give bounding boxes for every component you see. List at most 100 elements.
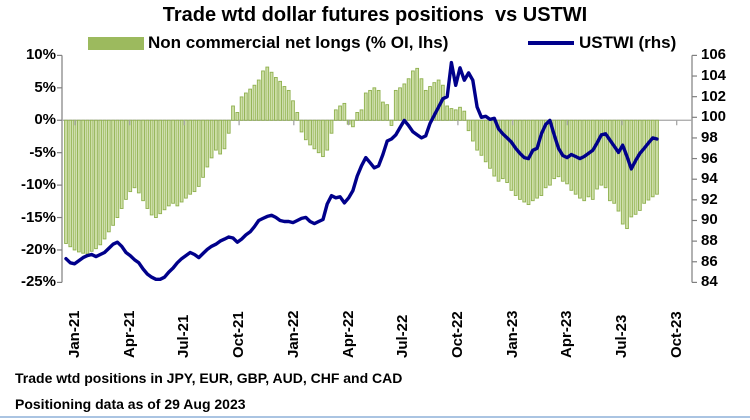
net-longs-bar (595, 119, 599, 190)
net-longs-bar (522, 119, 527, 203)
net-longs-bar (470, 119, 475, 142)
left-axis-tick-label: -15% (20, 208, 56, 226)
right-axis-tick-label: 92 (701, 190, 718, 208)
net-longs-bar (432, 82, 437, 121)
net-longs-bar (119, 119, 124, 209)
net-longs-bar (214, 119, 218, 151)
footnote-asof-date: Positioning data as of 29 Aug 2023 (15, 396, 246, 412)
net-longs-bar (256, 79, 261, 121)
net-longs-bar (338, 105, 342, 121)
x-axis-tick-label: Jan-23 (503, 310, 521, 358)
right-axis-tick-label: 96 (701, 149, 718, 167)
x-axis-tick-label: Apr-23 (558, 310, 576, 358)
net-longs-bar (445, 105, 450, 121)
net-longs-bar (252, 84, 257, 121)
net-longs-bar (355, 112, 360, 121)
net-longs-bar (552, 119, 557, 180)
net-longs-bar (590, 119, 595, 200)
x-axis-tick-label: Oct-21 (230, 311, 248, 358)
net-longs-bar (462, 110, 467, 121)
net-longs-bar (282, 86, 287, 121)
net-longs-bar (466, 119, 471, 132)
net-longs-bar (89, 119, 94, 252)
net-longs-bar (359, 109, 364, 121)
net-longs-bar (235, 112, 240, 121)
net-longs-bar (608, 119, 612, 202)
x-axis-tick-label: Jul-22 (394, 314, 412, 358)
net-longs-bar (128, 119, 133, 193)
legend-item-bars: Non commercial net longs (% OI, lhs) (88, 33, 448, 53)
net-longs-bar (269, 71, 274, 121)
x-axis-tick-label: Jan-22 (284, 310, 302, 358)
net-longs-bar (72, 119, 77, 251)
right-axis-tick-label: 86 (701, 252, 718, 270)
net-longs-bar (115, 119, 120, 218)
net-longs-bar (94, 119, 98, 250)
net-longs-bar (136, 119, 141, 194)
net-longs-bar (389, 119, 394, 126)
net-longs-bar (278, 80, 282, 121)
net-longs-bar (488, 119, 492, 169)
right-axis-tick-label: 106 (701, 46, 727, 64)
net-longs-bar (530, 119, 535, 202)
x-axis-tick-label: Apr-22 (339, 310, 357, 358)
net-longs-bar (154, 119, 158, 218)
net-longs-bar (68, 119, 73, 248)
net-longs-bar (513, 119, 518, 196)
net-longs-bar (162, 119, 167, 211)
chart-title: Trade wtd dollar futures positions vs US… (162, 4, 588, 26)
net-longs-bar (291, 100, 295, 121)
net-longs-bar (226, 119, 231, 134)
net-longs-bar (171, 119, 175, 204)
net-longs-bar (265, 66, 270, 121)
left-axis-tick-label: 5% (34, 78, 56, 96)
net-longs-bar (141, 119, 145, 202)
net-longs-bar (411, 70, 415, 121)
net-longs-bar (179, 119, 184, 203)
left-axis-tick-label: -10% (20, 176, 56, 194)
net-longs-bar (209, 119, 214, 159)
right-axis-tick-label: 100 (701, 108, 727, 126)
x-axis-tick-label: Oct-22 (448, 311, 466, 358)
ustwi-line (64, 60, 659, 281)
legend-bar-label: Non commercial net longs (% OI, lhs) (148, 33, 449, 52)
net-longs-bar (205, 119, 210, 168)
left-axis-tick-label: 0% (34, 111, 56, 129)
net-longs-bar (295, 112, 300, 121)
net-longs-bar (111, 119, 115, 226)
net-longs-bar (518, 119, 522, 200)
net-longs-bar (333, 109, 338, 121)
net-longs-bar (321, 119, 325, 158)
net-longs-bar (419, 78, 424, 121)
net-longs-bar (299, 119, 304, 133)
left-axis-tick-label: 10% (25, 46, 56, 64)
net-longs-bar (188, 119, 193, 195)
net-longs-bar (316, 119, 321, 154)
net-longs-bar (492, 119, 497, 177)
net-longs-bar (479, 119, 484, 156)
net-longs-bar (239, 96, 244, 121)
net-longs-bar (599, 119, 604, 186)
net-longs-bar (586, 119, 591, 198)
net-longs-bar (543, 119, 548, 189)
net-longs-bar (475, 119, 479, 151)
net-longs-bar (303, 119, 308, 141)
net-longs-bar (149, 119, 154, 216)
net-longs-bar (329, 119, 334, 134)
right-axis-tick-label: 88 (701, 232, 718, 250)
net-longs-bar (642, 119, 647, 204)
net-longs-bar (85, 119, 90, 255)
net-longs-bar (453, 109, 458, 121)
net-longs-bar (616, 119, 621, 212)
right-axis-tick-label: 104 (701, 67, 727, 85)
right-axis-tick-label: 94 (701, 170, 718, 188)
net-longs-bar (273, 77, 278, 121)
net-longs-bar (548, 119, 552, 186)
net-longs-bar (222, 119, 227, 150)
green-bar-swatch-icon (88, 36, 144, 50)
net-longs-bar (423, 89, 428, 121)
x-axis-tick-label: Jul-23 (613, 314, 630, 358)
x-axis-tick-label: Jul-21 (175, 314, 193, 358)
right-axis-tick-label: 98 (701, 128, 718, 146)
